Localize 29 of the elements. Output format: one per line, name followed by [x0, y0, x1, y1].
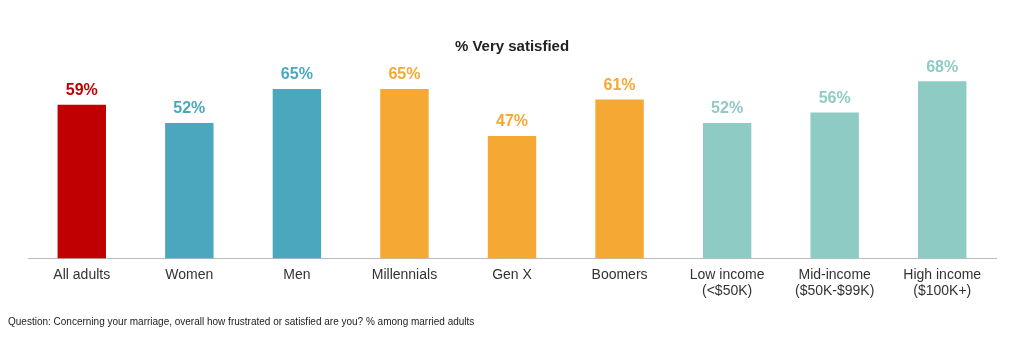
data-label: 52% [173, 99, 206, 117]
data-label: 68% [926, 57, 959, 75]
x-tick-label: Low income (<$50K) [689, 265, 765, 299]
x-tick-label: Millennials [371, 265, 438, 282]
data-label: 56% [818, 88, 851, 106]
bar [810, 112, 859, 259]
chart-title: % Very satisfied [454, 37, 570, 55]
x-tick-label: Boomers [591, 265, 648, 282]
bar [918, 81, 967, 259]
x-tick-label: Mid-income ($50K-$99K) [794, 265, 875, 299]
bar [57, 104, 106, 259]
bar [595, 99, 644, 259]
bar [165, 122, 214, 259]
data-label: 47% [495, 112, 529, 130]
x-tick-label: Gen X [492, 265, 533, 282]
data-label: 65% [280, 65, 313, 83]
bar [702, 122, 752, 259]
x-tick-label: High income ($100K+) [903, 265, 982, 299]
data-label: 65% [388, 65, 421, 83]
data-label: 59% [65, 81, 98, 99]
data-label: 52% [711, 99, 744, 117]
bar [487, 135, 537, 259]
bar [272, 89, 322, 259]
data-label: 61% [603, 75, 636, 93]
bar [380, 89, 429, 259]
text: Question: Concerning your marriage, overall how frustrated or satisfied are you? % among married adults [8, 316, 476, 327]
x-tick-label: Women [165, 265, 214, 282]
x-tick-label: All adults [53, 265, 111, 282]
x-tick-label: Men [283, 265, 311, 282]
